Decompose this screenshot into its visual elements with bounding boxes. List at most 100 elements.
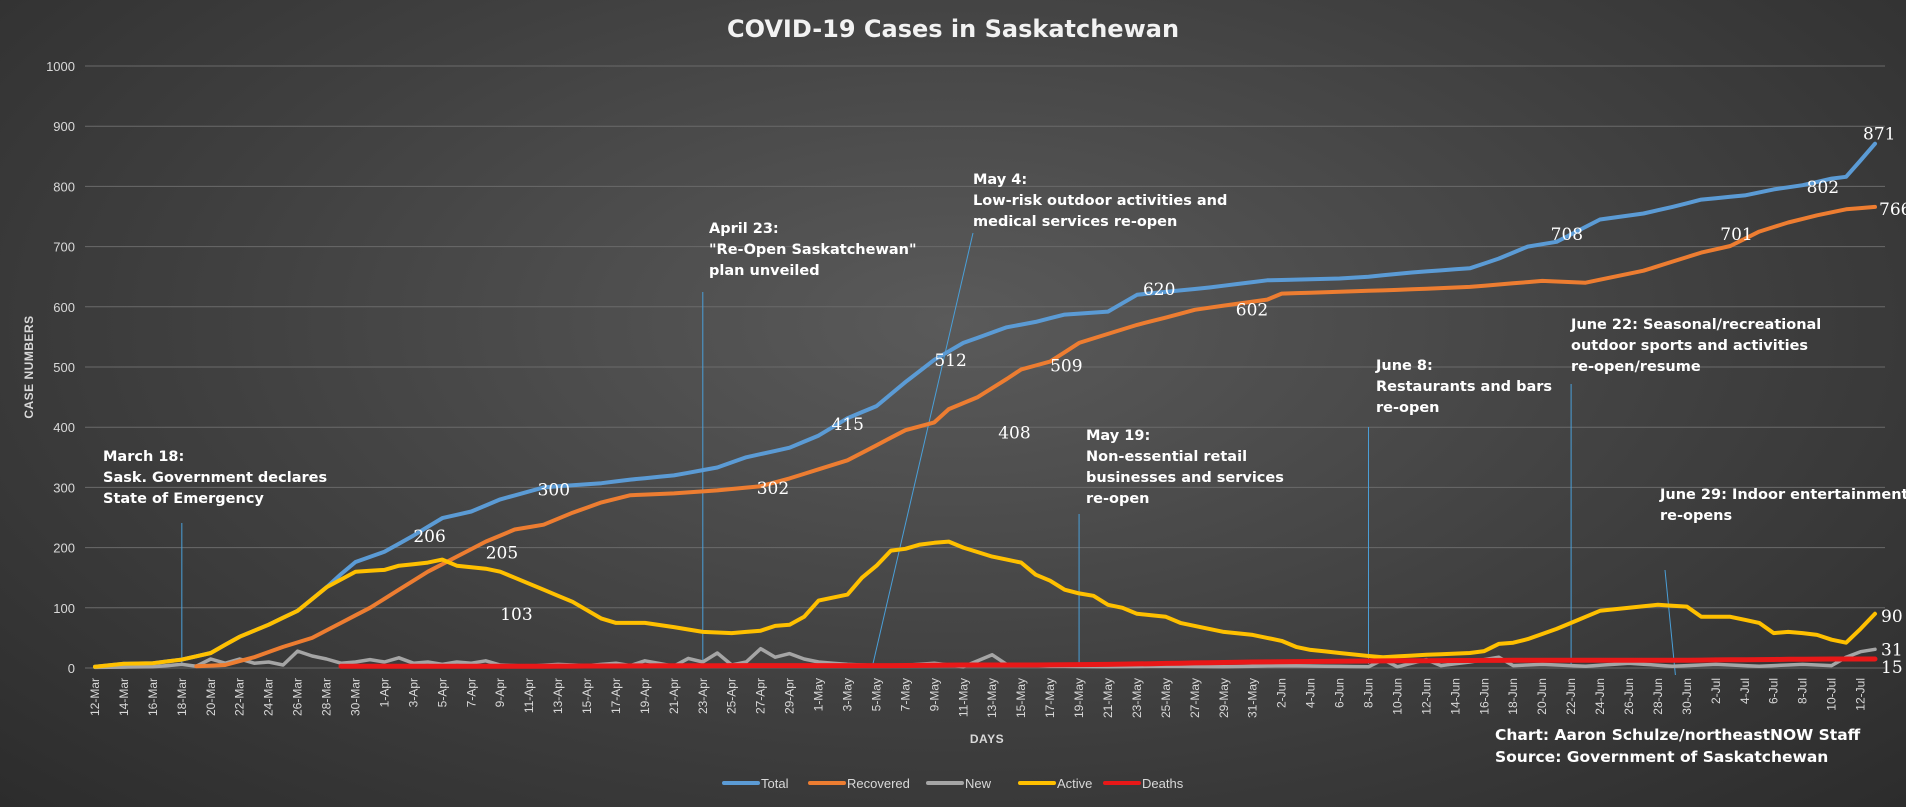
x-tick-label: 23-May	[1130, 678, 1144, 718]
data-label: 602	[1236, 301, 1268, 321]
y-tick-label: 700	[53, 240, 75, 255]
data-label: 701	[1720, 225, 1752, 245]
x-tick-label: 13-May	[985, 678, 999, 718]
series-line-deaths	[338, 656, 1878, 669]
x-tick-label: 9-Apr	[493, 678, 507, 707]
series-line-new	[93, 646, 1877, 670]
x-tick-label: 4-Jun	[1304, 678, 1318, 708]
x-tick-label: 6-Jul	[1767, 678, 1781, 704]
x-tick-label: 1-Apr	[377, 678, 391, 707]
x-tick-label: 3-May	[841, 678, 855, 711]
data-label: 302	[757, 479, 789, 499]
x-tick-label: 29-Apr	[783, 678, 797, 714]
x-tick-label: 17-Apr	[609, 678, 623, 714]
annotation-line: medical services re-open	[973, 214, 1177, 230]
data-label: 509	[1050, 357, 1082, 377]
data-label: 415	[832, 415, 864, 435]
annotation-line: Restaurants and bars	[1376, 379, 1552, 395]
annotation-line: re-opens	[1660, 508, 1732, 524]
x-tick-label: 19-May	[1072, 678, 1086, 718]
annotation-line: re-open	[1376, 400, 1440, 416]
x-tick-label: 3-Apr	[406, 678, 420, 707]
annotation-line: State of Emergency	[103, 491, 264, 507]
x-tick-label: 23-Apr	[696, 678, 710, 714]
x-tick-label: 20-Jun	[1535, 678, 1549, 715]
x-tick-label: 26-Jun	[1622, 678, 1636, 715]
x-tick-label: 2-Jul	[1709, 678, 1723, 704]
data-label: 708	[1551, 225, 1583, 245]
data-label: 408	[998, 423, 1030, 443]
annotation-leaders	[181, 232, 1676, 676]
series-line-recovered	[194, 204, 1877, 669]
data-label: 205	[486, 544, 518, 564]
x-tick-label: 30-Jun	[1680, 678, 1694, 715]
legend-label-deaths: Deaths	[1142, 776, 1184, 791]
x-tick-label: 25-Apr	[725, 678, 739, 714]
data-label: 512	[934, 351, 966, 371]
credit-line: Source: Government of Saskatchewan	[1495, 748, 1828, 766]
x-tick-label: 9-May	[927, 678, 941, 711]
annotation-block: June 8: Restaurants and bars re-open	[1375, 358, 1552, 416]
y-axis-label: CASE NUMBERS	[22, 315, 36, 418]
x-tick-label: 21-Apr	[667, 678, 681, 714]
x-tick-label: 28-Jun	[1651, 678, 1665, 715]
annotation-block: May 4: Low-risk outdoor activities and med…	[973, 172, 1227, 230]
data-label: 802	[1807, 178, 1839, 198]
y-tick-label: 100	[53, 601, 75, 616]
x-axis: 12-Mar 14-Mar 16-Mar 18-Mar 20-Mar 22-Mar 24-M…	[88, 678, 1868, 718]
annotation-block: June 29: Indoor entertainment re-opens	[1659, 487, 1906, 524]
data-label: 206	[413, 527, 445, 547]
x-tick-label: 14-Mar	[117, 678, 131, 716]
data-label: 31	[1881, 640, 1903, 660]
x-tick-label: 28-Mar	[320, 678, 334, 716]
data-label: 300	[538, 480, 570, 500]
data-label: 871	[1863, 125, 1895, 145]
annotation-block: June 22: Seasonal/recreational outdoor sp…	[1570, 317, 1821, 375]
annotation-block: April 23: "Re-Open Saskatchewan" plan unve…	[709, 221, 917, 279]
annotation-line: May 4:	[973, 172, 1027, 188]
x-tick-label: 17-May	[1043, 678, 1057, 718]
annotation-block: March 18: Sask. Government declares State …	[103, 449, 327, 507]
x-tick-label: 15-May	[1014, 678, 1028, 718]
chart-credits: Chart: Aaron Schulze/northeastNOW Staff S…	[1495, 726, 1861, 766]
x-tick-label: 22-Mar	[233, 678, 247, 716]
annotation-line: plan unveiled	[709, 263, 820, 279]
legend: Total Recovered New Active Deaths	[722, 776, 1184, 791]
legend-label-active: Active	[1057, 776, 1092, 791]
x-tick-label: 22-Jun	[1564, 678, 1578, 715]
y-tick-label: 0	[68, 661, 75, 676]
data-labels: 300 415 512 620 708 802 871 205 302 408 509 602 701 7…	[413, 125, 1906, 678]
gridlines	[85, 65, 1885, 669]
annotation-line: March 18:	[103, 449, 184, 465]
x-tick-label: 11-Apr	[522, 678, 536, 713]
annotation-line: June 29: Indoor entertainment	[1659, 487, 1906, 503]
x-tick-label: 27-Apr	[754, 678, 768, 714]
data-label: 90	[1881, 607, 1903, 627]
annotation-line: "Re-Open Saskatchewan"	[709, 242, 917, 258]
x-tick-label: 24-Jun	[1593, 678, 1607, 715]
x-tick-label: 5-Apr	[435, 678, 449, 707]
x-tick-label: 12-Jun	[1419, 678, 1433, 715]
x-tick-label: 15-Apr	[580, 678, 594, 714]
x-tick-label: 30-Mar	[348, 678, 362, 716]
legend-label-new: New	[965, 776, 992, 791]
y-tick-label: 300	[53, 480, 75, 495]
x-tick-label: 24-Mar	[262, 678, 276, 716]
x-tick-label: 6-Jun	[1333, 678, 1347, 708]
annotation-line: Sask. Government declares	[103, 470, 327, 486]
series-lines	[93, 141, 1878, 670]
legend-label-recovered: Recovered	[847, 776, 910, 791]
annotation-line: April 23:	[709, 221, 779, 237]
annotation-line: businesses and services	[1086, 470, 1284, 486]
x-tick-label: 10-Jun	[1390, 678, 1404, 715]
annotation-line: June 22: Seasonal/recreational	[1570, 317, 1821, 333]
x-tick-label: 10-Jul	[1825, 678, 1839, 711]
x-tick-label: 19-Apr	[638, 678, 652, 714]
data-label: 103	[500, 605, 532, 625]
x-tick-label: 12-Mar	[88, 678, 102, 716]
annotation-line: re-open/resume	[1571, 359, 1701, 375]
annotations: March 18: Sask. Government declares State …	[103, 172, 1906, 524]
x-tick-label: 16-Mar	[146, 678, 160, 716]
y-tick-label: 600	[53, 300, 75, 315]
x-tick-label: 1-May	[812, 678, 826, 711]
